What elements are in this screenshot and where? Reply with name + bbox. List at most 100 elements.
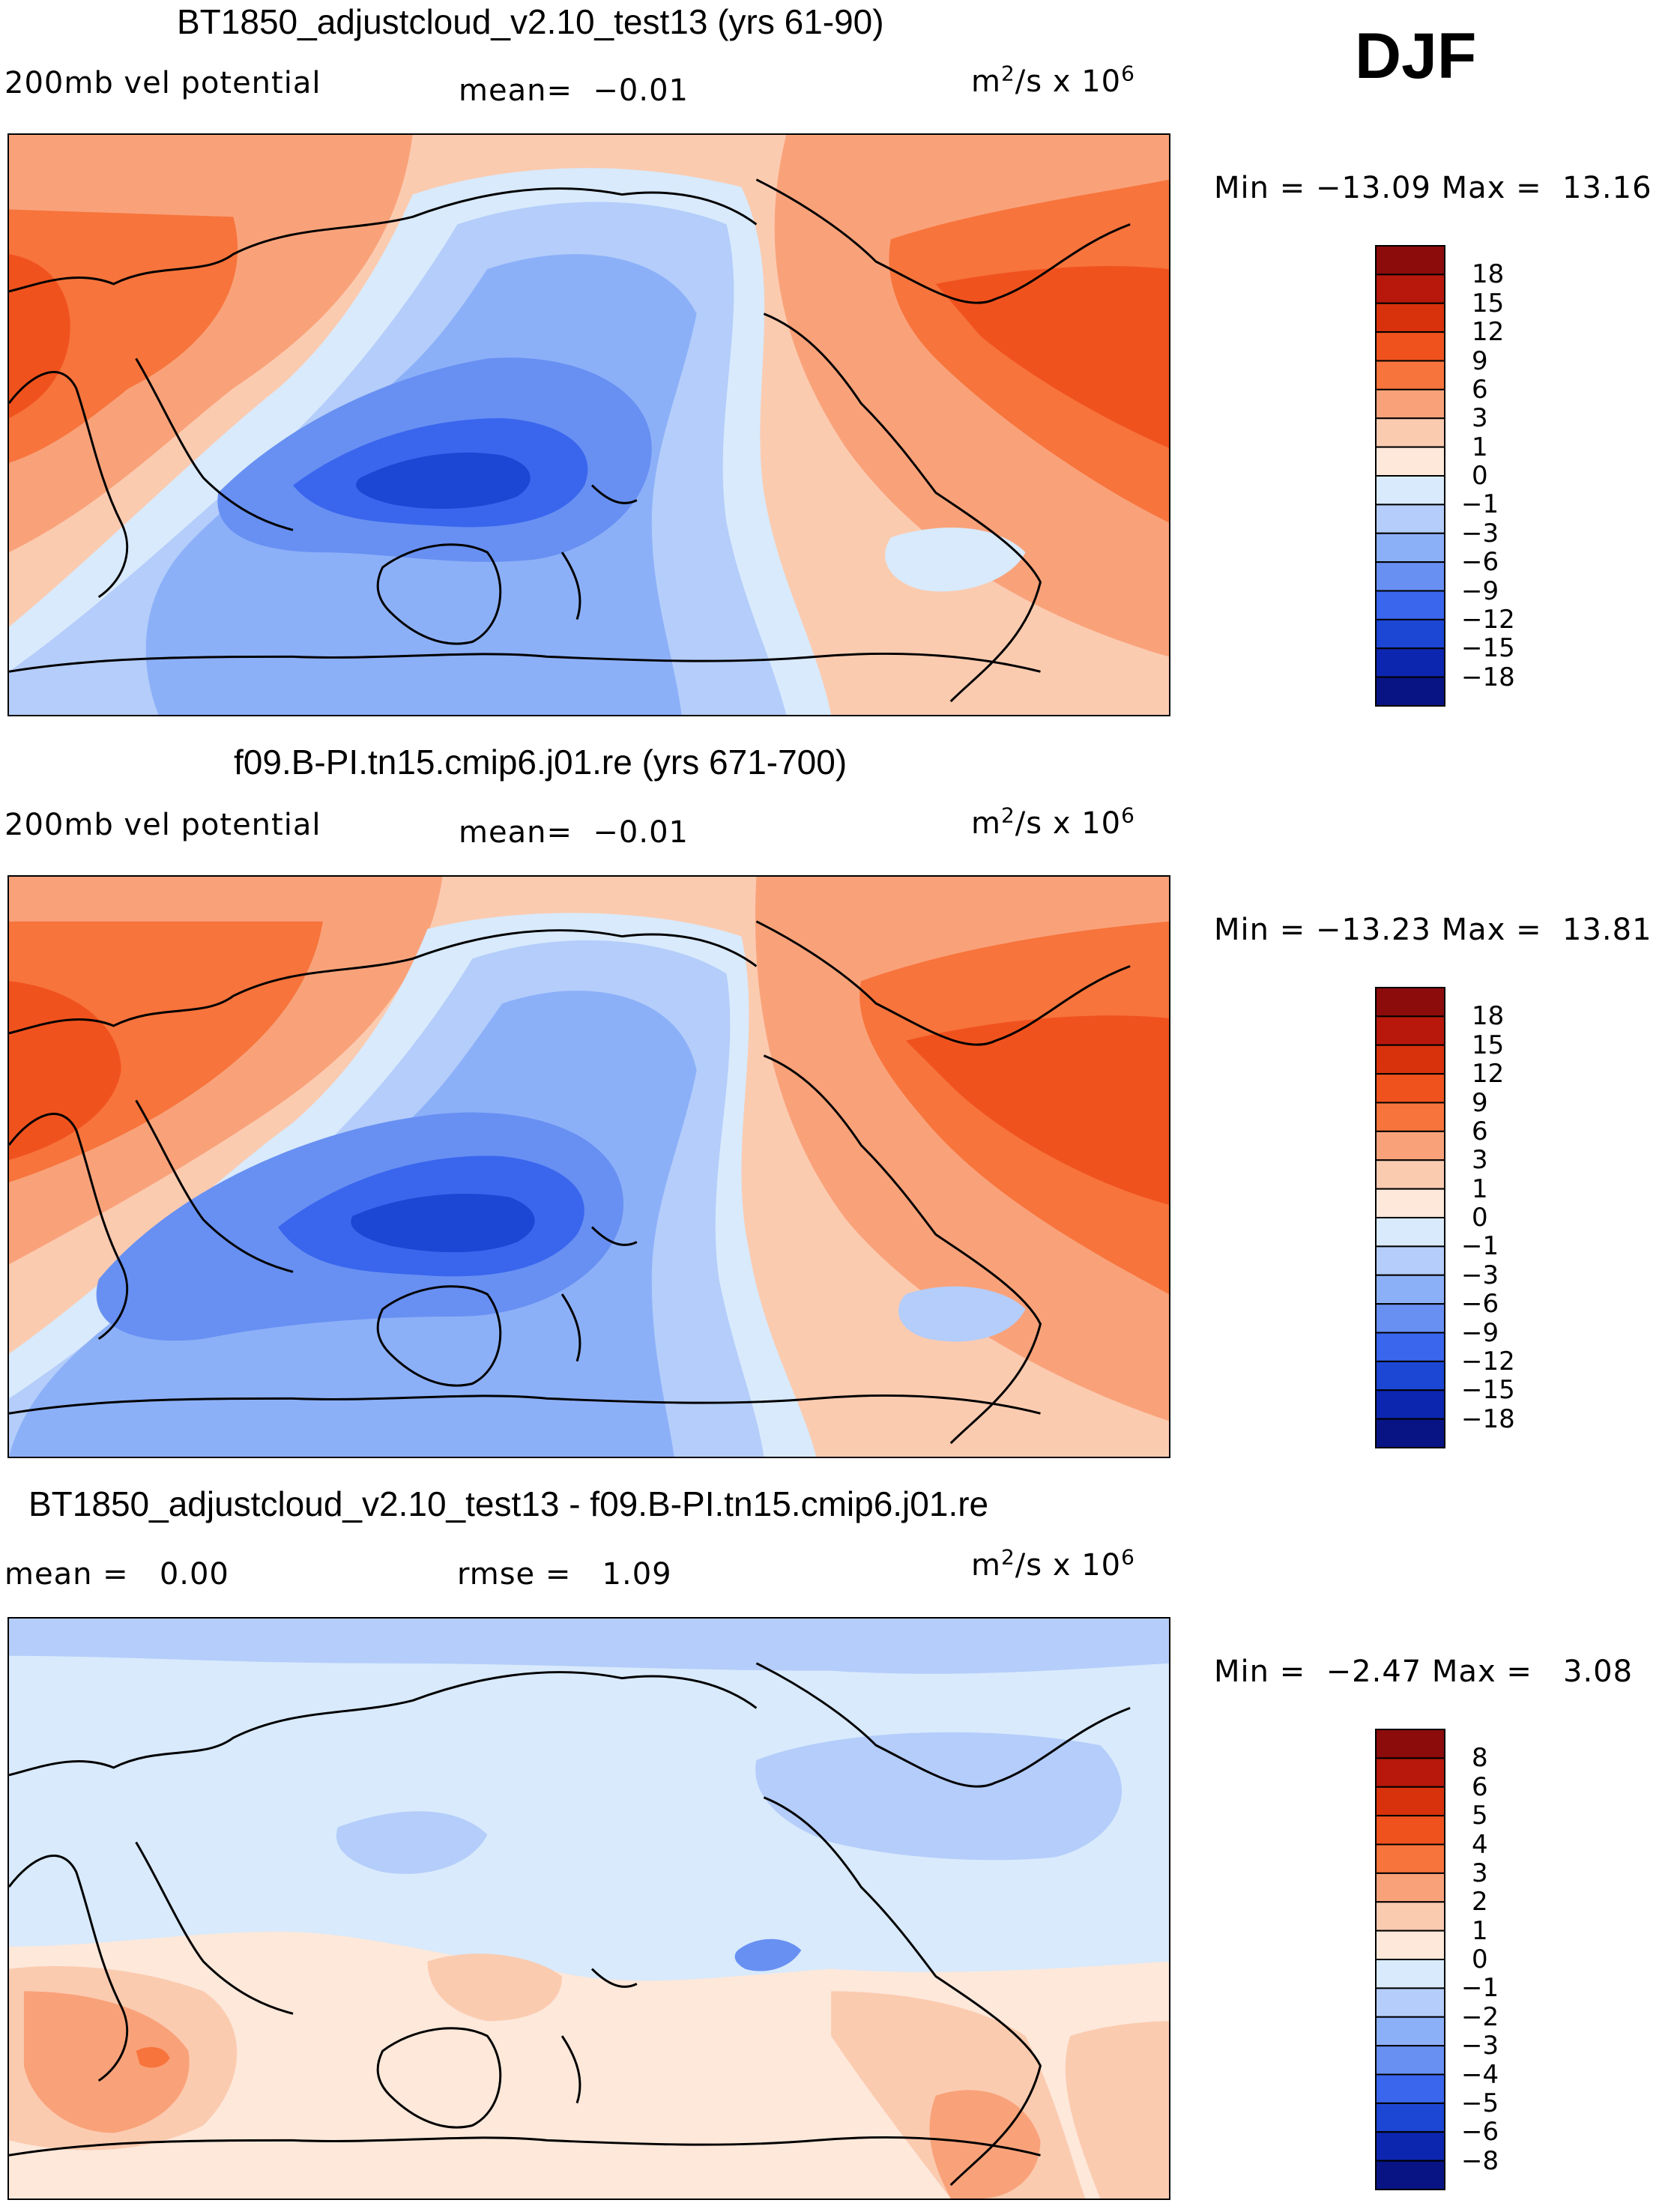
coastline xyxy=(9,653,1041,673)
colorbar-swatch xyxy=(1375,1332,1445,1362)
coastline xyxy=(590,1968,638,1988)
colorbar-tick-label: −1 xyxy=(1461,1973,1499,2004)
colorbar-svg xyxy=(1375,987,1445,1449)
colorbar-swatch xyxy=(1375,1930,1445,1961)
colorbar-tick-label: −12 xyxy=(1461,1346,1515,1377)
colorbar-tick-label: 15 xyxy=(1472,288,1505,318)
colorbar-swatch xyxy=(1375,331,1445,362)
coastline xyxy=(135,1099,294,1273)
colorbar-swatch xyxy=(1375,1757,1445,1788)
coastlines xyxy=(9,178,1131,703)
coastline xyxy=(763,1054,1042,1445)
coastline xyxy=(376,2027,502,2129)
colorbar-swatch xyxy=(1375,1245,1445,1276)
panel-3-mean-label: mean = 0.00 xyxy=(4,1557,229,1592)
colorbar-swatch xyxy=(1375,1130,1445,1161)
colorbar-swatch xyxy=(1375,360,1445,390)
colorbar-swatch xyxy=(1375,1389,1445,1420)
coastline xyxy=(755,178,1131,304)
colorbar-swatch xyxy=(1375,1217,1445,1248)
colorbar-tick-label: 4 xyxy=(1472,1829,1488,1860)
colorbar-tick-label: 0 xyxy=(1472,1203,1488,1233)
colorbar-swatch xyxy=(1375,1959,1445,1989)
colorbar-swatch xyxy=(1375,1073,1445,1104)
panel-1-minmax: Min = −13.09 Max = 13.16 xyxy=(1214,171,1652,205)
contour-fill xyxy=(136,2046,170,2068)
colorbar-swatch xyxy=(1375,618,1445,650)
colorbar-tick-label: 6 xyxy=(1472,1116,1488,1146)
panel-1-map xyxy=(7,133,1170,716)
colorbar-tick-label: −6 xyxy=(1461,547,1499,578)
panel-3-colorbar xyxy=(1375,1729,1445,2191)
panel-3-rmse-label: rmse = 1.09 xyxy=(457,1557,672,1592)
panel-1-title: BT1850_adjustcloud_v2.10_test13 (yrs 61-… xyxy=(177,2,884,41)
coastline xyxy=(560,552,581,620)
colorbar-tick-label: 6 xyxy=(1472,1771,1488,1802)
colorbar-tick-label: −6 xyxy=(1461,1289,1499,1320)
coastline xyxy=(9,187,758,293)
coastlines xyxy=(9,920,1131,1445)
colorbar-tick-label: −12 xyxy=(1461,604,1515,635)
colorbar-tick-label: −18 xyxy=(1461,662,1515,692)
coastline xyxy=(9,371,129,599)
colorbar-swatch xyxy=(1375,1044,1445,1075)
colorbar-tick-label: 5 xyxy=(1472,1801,1488,1831)
panel-3-units: m2/s x 106 xyxy=(971,1544,1135,1583)
colorbar-swatch xyxy=(1375,561,1445,592)
colorbar-swatch xyxy=(1375,504,1445,534)
colorbar-tick-label: 12 xyxy=(1472,1059,1505,1090)
colorbar-swatch xyxy=(1375,2016,1445,2047)
contour-fill xyxy=(905,1015,1169,1205)
colorbar-tick-label: 15 xyxy=(1472,1030,1505,1060)
colorbar-tick-label: −9 xyxy=(1461,1317,1499,1348)
panel-1-colorbar xyxy=(1375,245,1445,707)
colorbar-tick-label: 9 xyxy=(1472,1087,1488,1118)
colorbar-swatch xyxy=(1375,302,1445,333)
colorbar-swatch xyxy=(1375,417,1445,448)
colorbar-svg xyxy=(1375,1729,1445,2191)
colorbar-tick-label: −6 xyxy=(1461,2117,1499,2148)
colorbar-swatch xyxy=(1375,1872,1445,1903)
colorbar-swatch xyxy=(1375,676,1445,707)
coastline xyxy=(763,312,1042,703)
panel-2-mean-label: mean= −0.01 xyxy=(459,815,689,850)
panel-2-title: f09.B-PI.tn15.cmip6.j01.re (yrs 671-700) xyxy=(234,743,847,782)
colorbar-swatch xyxy=(1375,1102,1445,1132)
panel-2-units: m2/s x 106 xyxy=(971,803,1135,841)
colorbar-tick-label: 1 xyxy=(1472,1915,1488,1946)
panel-2-map xyxy=(7,875,1170,1458)
coastline xyxy=(9,1113,129,1341)
contour-fill xyxy=(9,209,238,463)
colorbar-swatch xyxy=(1375,475,1445,506)
colorbar-swatch xyxy=(1375,1729,1445,1759)
coastline xyxy=(9,1855,129,2082)
colorbar-swatch xyxy=(1375,1188,1445,1219)
colorbar-tick-label: −18 xyxy=(1461,1403,1515,1434)
coastline xyxy=(9,2136,1041,2157)
coastline xyxy=(135,357,294,531)
panel-3-map xyxy=(7,1617,1170,2200)
colorbar-swatch xyxy=(1375,2160,1445,2191)
colorbar-swatch xyxy=(1375,274,1445,304)
coastline xyxy=(560,1293,581,1362)
colorbar-tick-label: −2 xyxy=(1461,2001,1499,2032)
colorbar-tick-label: 3 xyxy=(1472,1145,1488,1176)
colorbar-swatch xyxy=(1375,2131,1445,2162)
coastline xyxy=(755,1662,1131,1788)
coastline xyxy=(376,543,502,645)
contour-fill xyxy=(1065,2021,1169,2199)
colorbar-swatch xyxy=(1375,987,1445,1018)
colorbar-swatch xyxy=(1375,1815,1445,1846)
colorbar-swatch xyxy=(1375,1303,1445,1334)
contour-fill xyxy=(356,453,531,509)
colorbar-tick-label: 0 xyxy=(1472,1944,1488,1974)
coastlines xyxy=(9,1662,1131,2187)
colorbar-tick-label: 18 xyxy=(1472,259,1505,290)
panel-2-minmax: Min = −13.23 Max = 13.81 xyxy=(1214,913,1652,947)
panel-1-mean-label: mean= −0.01 xyxy=(459,73,689,108)
colorbar-tick-label: 2 xyxy=(1472,1887,1488,1918)
panel-3-minmax: Min = −2.47 Max = 3.08 xyxy=(1214,1654,1634,1689)
colorbar-swatch xyxy=(1375,532,1445,563)
contour-fill xyxy=(9,1619,1169,1674)
colorbar-svg xyxy=(1375,245,1445,707)
